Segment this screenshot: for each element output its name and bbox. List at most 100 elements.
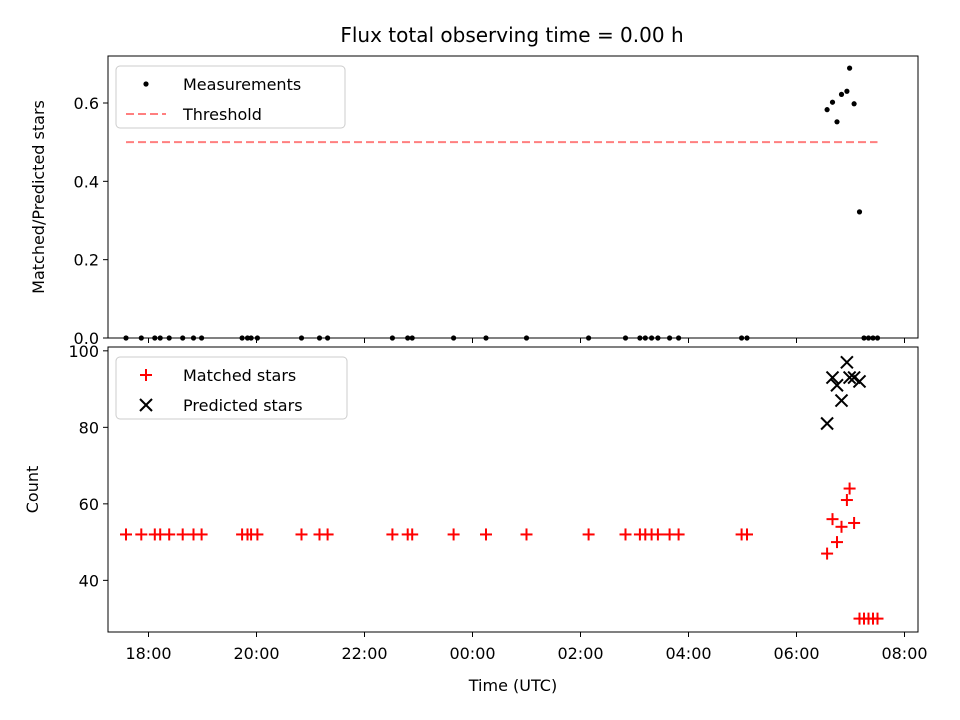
matched-star-marker (480, 528, 492, 541)
predicted-star-marker (825, 370, 840, 385)
measurement-point (655, 335, 661, 341)
legend-box (115, 356, 348, 420)
y-tick-label: 100 (68, 342, 99, 361)
predicted-star-marker (830, 378, 844, 392)
measurement-point (838, 91, 845, 97)
measurement-point (834, 119, 840, 125)
predicted-star-marker (820, 416, 834, 431)
predicted-star-marker (842, 370, 857, 385)
measurement-point (847, 65, 853, 71)
measurement-point (244, 335, 251, 341)
y-tick-label: 60 (79, 495, 99, 514)
measurement-point (180, 335, 186, 341)
matched-star-marker (386, 528, 399, 541)
matched-star-marker (176, 528, 189, 541)
measurement-point (861, 335, 867, 341)
matched-star-marker (295, 528, 308, 541)
matched-star-marker (619, 528, 632, 541)
y-tick-label: 0.0 (74, 329, 99, 348)
matched-star-marker (821, 547, 834, 560)
matched-star-marker (321, 528, 334, 541)
matched-star-marker (135, 528, 148, 541)
measurement-point (199, 335, 205, 341)
measurement-point (667, 335, 673, 341)
predicted-star-marker (852, 374, 867, 389)
matched-star-marker (843, 482, 856, 495)
predicted-star-marker (834, 393, 849, 408)
measurement-point (824, 107, 830, 113)
plot-frame (107, 55, 919, 339)
flux-ratio-panel: 0.0 0.2 0.4 0.6 Matched/Predicted stars Measu… (29, 55, 919, 348)
matched-star-marker (406, 528, 419, 541)
measurement-point (483, 335, 489, 341)
x-tick-label: 04:00 (665, 644, 711, 663)
measurement-point (851, 101, 857, 107)
matched-star-marker (835, 520, 848, 533)
x-tick-label: 20:00 (233, 644, 279, 663)
measurement-point (157, 335, 163, 341)
measurement-point (190, 335, 197, 341)
matched-star-marker (848, 516, 861, 529)
y-tick-label: 0.4 (74, 172, 99, 191)
measurement-point (316, 335, 323, 341)
matched-star-marker (831, 536, 843, 549)
measurement-point (865, 335, 872, 341)
measurement-point (254, 335, 260, 341)
legend-label: Threshold (182, 105, 262, 124)
plot-frame (107, 346, 919, 633)
legend-label: Measurements (183, 75, 301, 94)
matched-star-marker (120, 528, 132, 541)
measurement-point (744, 335, 750, 341)
x-tick-label: 18:00 (125, 644, 171, 663)
measurement-point (239, 335, 245, 341)
legend-dot-marker (143, 81, 149, 87)
y-axis-label: Matched/Predicted stars (29, 100, 48, 294)
measurement-point (874, 335, 881, 341)
x-tick-label: 02:00 (557, 644, 603, 663)
x-tick-label: 08:00 (881, 644, 927, 663)
y-tick-label: 80 (79, 418, 99, 437)
matched-star-marker (251, 528, 264, 541)
measurement-point (248, 335, 254, 341)
legend-box (115, 65, 346, 129)
star-count-panel: 40 60 80 100 18:00 20:00 22:00 00:00 02:00 04:00 0… (23, 342, 928, 695)
measurement-point (829, 99, 836, 105)
matched-star-marker (840, 494, 853, 507)
measurement-point (325, 335, 331, 341)
measurement-point (389, 335, 395, 341)
y-tick-label: 40 (79, 571, 99, 590)
measurement-point (451, 335, 457, 341)
measurement-point (298, 335, 305, 341)
x-tick-label: 06:00 (773, 644, 819, 663)
legend-x-marker (139, 398, 153, 412)
measurement-point (523, 335, 530, 341)
legend-label: Matched stars (183, 366, 296, 385)
measurement-point (870, 335, 876, 341)
measurement-point (844, 88, 850, 94)
measurement-point (856, 209, 863, 215)
measurement-point (409, 335, 415, 341)
matched-star-marker (163, 528, 176, 541)
matched-star-marker (582, 528, 595, 541)
x-axis-label: Time (UTC) (468, 676, 557, 695)
x-tick-label: 00:00 (449, 644, 495, 663)
measurement-point (166, 335, 172, 341)
x-tick-label: 22:00 (341, 644, 387, 663)
legend-label: Predicted stars (183, 396, 303, 415)
matched-star-marker (672, 528, 685, 541)
matched-star-marker (447, 528, 460, 541)
matched-star-marker (871, 612, 884, 625)
matched-star-marker (520, 528, 533, 541)
y-axis-label: Count (23, 466, 42, 514)
measurement-point (586, 335, 592, 341)
measurement-point (138, 335, 144, 341)
measurement-point (676, 335, 682, 341)
matched-star-marker (195, 528, 208, 541)
measurement-point (649, 335, 655, 341)
matched-star-marker (826, 513, 839, 526)
y-tick-label: 0.6 (74, 94, 99, 113)
measurement-point (405, 335, 411, 341)
matched-star-marker (651, 528, 664, 541)
measurement-point (622, 335, 629, 341)
